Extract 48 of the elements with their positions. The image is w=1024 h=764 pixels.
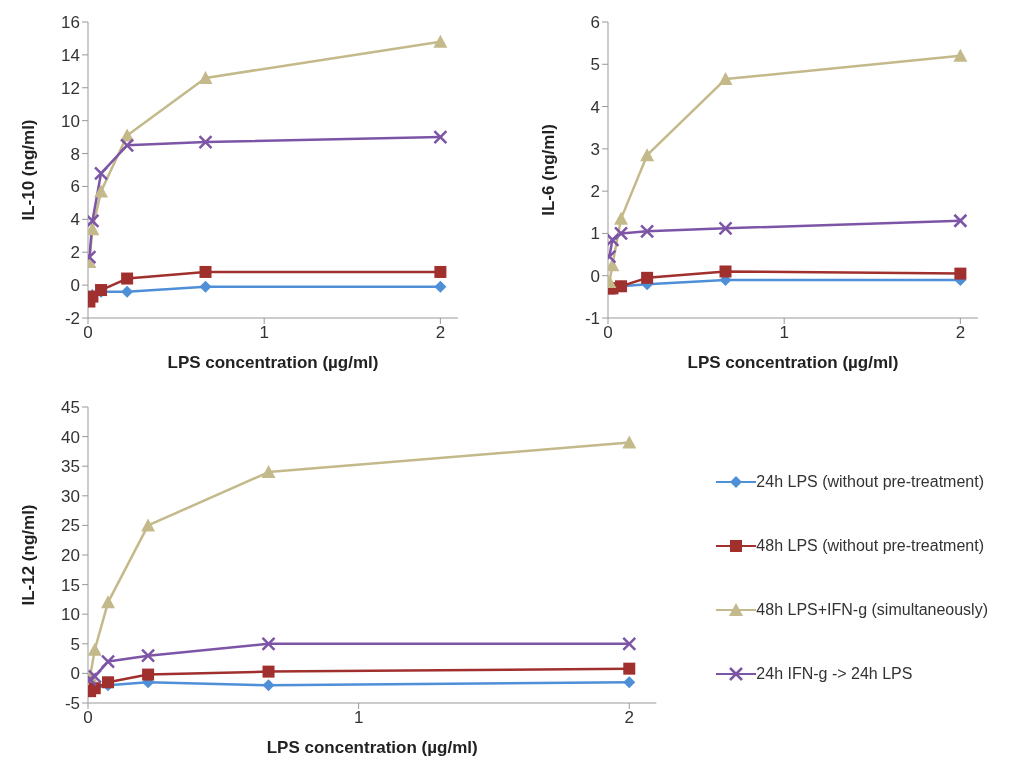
- x-tick-label: 0: [83, 708, 93, 728]
- y-tick-label: 5: [70, 634, 80, 654]
- y-tick-label: -1: [584, 309, 600, 329]
- x-tick-label: 1: [779, 323, 789, 343]
- y-tick-label: 14: [61, 45, 80, 65]
- y-tick-label: 12: [61, 78, 80, 98]
- y-tick-label: 8: [70, 144, 80, 164]
- y-tick-label: 4: [590, 97, 600, 117]
- y-tick-label: 1: [590, 224, 600, 244]
- y-axis-title: IL-12 (ng/ml): [19, 504, 39, 606]
- x-axis-title: LPS concentration (µg/ml): [687, 353, 899, 372]
- y-axis-title: IL-6 (ng/ml): [539, 124, 559, 216]
- y-tick-label: 10: [61, 111, 80, 131]
- y-tick-label: 25: [61, 516, 80, 536]
- y-tick-label: 6: [590, 13, 600, 33]
- x-tick-label: 2: [955, 323, 966, 343]
- y-tick-label: 30: [61, 486, 80, 506]
- y-tick-label: 0: [70, 664, 80, 684]
- x-tick-label: 1: [259, 323, 269, 343]
- y-tick-label: 10: [61, 605, 80, 625]
- legend-label: 48h LPS (without pre-treatment): [756, 537, 985, 555]
- y-tick-label: 35: [61, 457, 80, 477]
- x-tick-label: 0: [603, 323, 613, 343]
- x-tick-label: 0: [83, 323, 93, 343]
- x-axis-title: LPS concentration (µg/ml): [266, 738, 478, 757]
- x-tick-label: 1: [353, 708, 364, 728]
- y-tick-label: 4: [70, 210, 80, 230]
- y-tick-label: 2: [590, 182, 600, 202]
- y-tick-label: 0: [70, 276, 80, 296]
- x-axis-title: LPS concentration (µg/ml): [167, 353, 379, 372]
- y-tick-label: 16: [61, 13, 80, 33]
- x-tick-label: 2: [624, 708, 635, 728]
- x-tick-label: 2: [435, 323, 446, 343]
- legend-label: 24h LPS (without pre-treatment): [756, 473, 985, 491]
- y-tick-label: 3: [590, 139, 600, 159]
- y-tick-label: -2: [64, 309, 80, 329]
- y-axis-title: IL-10 (ng/ml): [19, 119, 39, 221]
- y-tick-label: 45: [61, 398, 80, 418]
- y-tick-label: 20: [61, 546, 80, 566]
- y-tick-label: 6: [70, 177, 80, 197]
- legend-label: 24h IFN-g -> 24h LPS: [756, 665, 913, 683]
- y-tick-label: 15: [61, 575, 80, 595]
- y-tick-label: -5: [64, 694, 80, 714]
- legend-label: 48h LPS+IFN-g (simultaneously): [756, 601, 988, 619]
- y-tick-label: 40: [61, 427, 80, 447]
- y-tick-label: 0: [590, 266, 600, 286]
- y-tick-label: 5: [590, 55, 600, 75]
- y-tick-label: 2: [70, 243, 80, 263]
